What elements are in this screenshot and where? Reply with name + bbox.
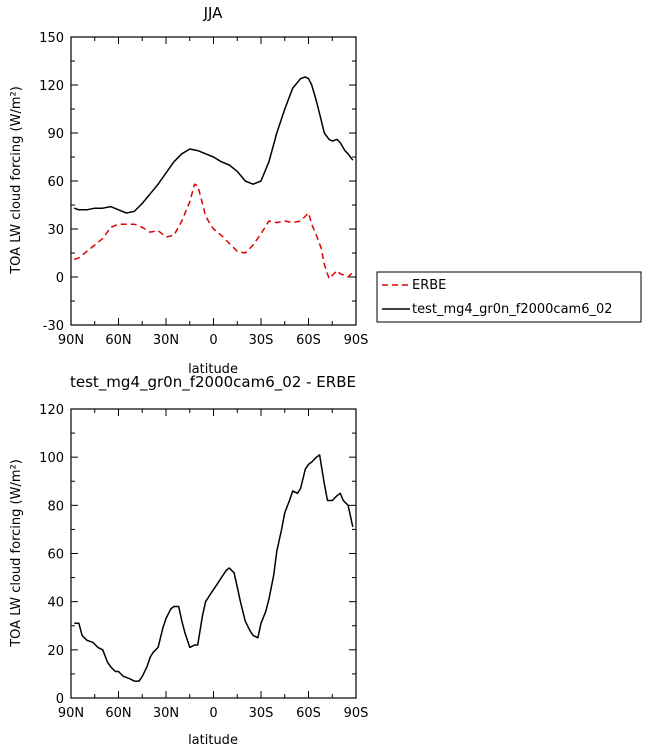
top-chart-ylabel: TOA LW cloud forcing (W/m²) xyxy=(9,86,24,275)
bottom-xtick-label: 30N xyxy=(153,706,179,721)
top-xtick-label: 30N xyxy=(153,333,179,348)
bottom-chart-xlabel: latitude xyxy=(188,733,238,748)
top-ytick-label: -30 xyxy=(43,319,64,334)
bottom-chart-ylabel: TOA LW cloud forcing (W/m²) xyxy=(9,459,24,648)
legend: ERBE test_mg4_gr0n_f2000cam6_02 xyxy=(376,271,642,323)
top-ytick-label: 30 xyxy=(47,223,64,238)
top-xtick-label: 0 xyxy=(209,333,217,348)
top-ytick-label: 0 xyxy=(56,271,64,286)
bottom-chart-title: test_mg4_gr0n_f2000cam6_02 - ERBE xyxy=(70,373,356,392)
bottom-ytick-label: 80 xyxy=(47,499,64,514)
bottom-plot-frame xyxy=(70,408,357,699)
top-ytick-label: 90 xyxy=(47,127,64,142)
bottom-ytick-label: 0 xyxy=(56,692,64,707)
bottom-xtick-label: 30S xyxy=(249,706,274,721)
bottom-ytick-label: 120 xyxy=(39,403,64,418)
top-xtick-label: 30S xyxy=(249,333,274,348)
top-xtick-label: 60S xyxy=(296,333,321,348)
bottom-xtick-label: 90N xyxy=(58,706,84,721)
bottom-series-line-0 xyxy=(74,454,354,682)
top-xtick-label: 60N xyxy=(105,333,131,348)
top-ytick-label: 120 xyxy=(39,79,64,94)
top-plot-frame xyxy=(70,36,357,326)
legend-label-erbe: ERBE xyxy=(412,278,446,293)
bottom-xtick-label: 60S xyxy=(296,706,321,721)
legend-label-model: test_mg4_gr0n_f2000cam6_02 xyxy=(412,302,613,317)
top-xtick-label: 90S xyxy=(344,333,369,348)
bottom-ytick-label: 20 xyxy=(47,644,64,659)
top-chart-title: JJA xyxy=(203,4,224,22)
bottom-xtick-label: 60N xyxy=(105,706,131,721)
bottom-ytick-label: 40 xyxy=(47,596,64,611)
top-chart-xlabel: latitude xyxy=(188,362,238,377)
top-series-line-0 xyxy=(73,183,354,280)
bottom-xtick-label: 90S xyxy=(344,706,369,721)
top-xtick-label: 90N xyxy=(58,333,84,348)
bottom-ytick-label: 100 xyxy=(39,451,64,466)
top-ytick-label: 150 xyxy=(39,31,64,46)
bottom-xtick-label: 0 xyxy=(209,706,217,721)
top-series-line-1 xyxy=(73,76,354,214)
bottom-ytick-label: 60 xyxy=(47,548,64,563)
top-ytick-label: 60 xyxy=(47,175,64,190)
